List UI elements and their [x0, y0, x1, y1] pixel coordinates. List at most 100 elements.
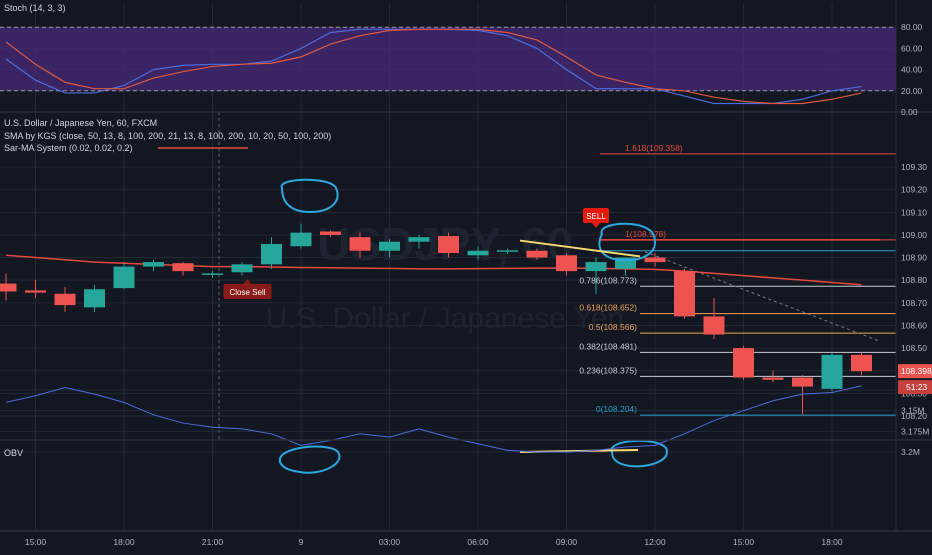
time-tick-label: 03:00 [379, 537, 401, 547]
candle-body [821, 354, 843, 389]
candle-body [674, 271, 695, 317]
fib-level-label: 0(108.204) [596, 404, 637, 414]
time-tick-label: 21:00 [202, 537, 224, 547]
obv-tick-label: 3.2M [901, 447, 920, 457]
candle-body [497, 250, 518, 252]
price-tick-label: 109.20 [901, 185, 927, 195]
price-tick-label: 108.20 [901, 411, 927, 421]
candle-body [84, 289, 105, 308]
stoch-lines [0, 26, 896, 105]
indicator-sma: SMA by KGS (close, 50, 13, 8, 100, 200, … [4, 131, 331, 141]
price-tick-label: 108.70 [901, 298, 927, 308]
candle-body [408, 237, 430, 242]
candle-body [54, 293, 76, 306]
candle-body [231, 264, 253, 273]
annotation-circle-price-high [280, 178, 339, 214]
candle-body [644, 257, 666, 263]
fib-level-label: 1(108.978) [625, 229, 666, 239]
fib-level-label: 0.382(108.481) [579, 341, 637, 351]
stoch-tick-label: 60.00 [901, 43, 923, 53]
annotation-circle-obv-high [278, 445, 341, 474]
close-sell-marker-arrow [243, 279, 252, 284]
obv-title: OBV [4, 448, 23, 458]
obv-tick-label: 3.175M [901, 426, 929, 436]
last-price-label: 108.398 51:23 [898, 364, 932, 395]
time-tick-label: 15:00 [733, 537, 755, 547]
candles [0, 223, 872, 414]
candle-body [733, 348, 754, 378]
indicator-sar: Sar-MA System (0.02, 0.02, 0.2) [4, 143, 133, 153]
candle-body [349, 237, 371, 251]
obv-line [5, 385, 862, 453]
stoch-tick-label: 40.00 [901, 65, 923, 75]
candle-body [851, 354, 872, 372]
annotations [278, 178, 668, 474]
candle-body [261, 243, 282, 265]
price-tick-label: 109.10 [901, 207, 927, 217]
candle-body [526, 250, 548, 258]
price-tick-label: 108.50 [901, 343, 927, 353]
fib-level-label: 0.236(108.375) [579, 365, 637, 375]
price-tick-label: 108.90 [901, 253, 927, 263]
candle-body [438, 236, 459, 254]
time-tick-label: 09:00 [556, 537, 578, 547]
stoch-tick-label: 0.00 [901, 107, 918, 117]
candle-body [25, 290, 46, 293]
candle-body [556, 255, 577, 272]
candle-body [143, 262, 164, 267]
price-tick-label: 108.60 [901, 320, 927, 330]
watermark-name: U.S. Dollar / Japanese Yen [266, 302, 625, 335]
close-sell-marker-label: Close Sell [229, 288, 265, 297]
obv-polyline [5, 385, 862, 453]
sell-marker-label: SELL [586, 212, 606, 221]
last-price-value: 108.398 [901, 366, 932, 376]
last-price-box [898, 364, 932, 379]
time-tick-label: 15:00 [25, 537, 47, 547]
stoch-tick-label: 80.00 [901, 22, 923, 32]
candle-body [467, 250, 489, 256]
sell-marker-arrow [592, 223, 600, 228]
candle-body [172, 263, 194, 272]
obv-tick-label: 3.15M [901, 406, 925, 416]
stoch-tick-label: 20.00 [901, 86, 923, 96]
candle-body [320, 231, 341, 235]
stoch-band [0, 27, 896, 91]
price-tick-label: 108.80 [901, 275, 927, 285]
price-tick-label: 109.30 [901, 162, 927, 172]
stoch-d-line [5, 28, 862, 105]
countdown-value: 51:23 [906, 382, 928, 392]
candle-body [202, 273, 223, 275]
candle-body [585, 262, 607, 272]
time-tick-label: 18:00 [113, 537, 135, 547]
candle-body [113, 266, 135, 289]
time-tick-label: 18:00 [821, 537, 843, 547]
panel-dividers [0, 0, 932, 532]
sell-marker-icon [583, 208, 609, 223]
price-title: U.S. Dollar / Japanese Yen, 60, FXCM [4, 118, 157, 128]
candle-body [762, 377, 784, 380]
time-tick-label: 9 [299, 537, 304, 547]
fib-level-label: 0.786(108.773) [579, 275, 637, 285]
time-axis[interactable]: 15:00 18:00 21:00 9 03:00 06:00 09:00 12:00 15:0… [25, 537, 843, 547]
fib-level-label: 0.618(108.652) [579, 303, 637, 313]
fib-level-label: 0.5(108.566) [589, 322, 637, 332]
markers[interactable]: SELL Close Sell [223, 208, 610, 299]
time-tick-label: 06:00 [467, 537, 489, 547]
annotation-circle-obv-sell [610, 439, 668, 468]
fib-level-label: 1.618(109.358) [625, 143, 683, 153]
price-tick-label: 109.00 [901, 230, 927, 240]
time-tick-label: 12:00 [644, 537, 666, 547]
candle-body [615, 257, 636, 269]
close-sell-marker-icon [223, 284, 272, 299]
candle-body [0, 283, 17, 292]
candle-body [703, 316, 725, 335]
watermark: USDJPY, 60 U.S. Dollar / Japanese Yen [266, 218, 625, 335]
countdown-box [898, 380, 932, 395]
stoch-title: Stoch (14, 3, 3) [4, 3, 66, 13]
candle-body [290, 232, 312, 247]
annotation-line-price [519, 239, 641, 258]
candle-body [792, 377, 813, 387]
candle-body [379, 241, 400, 251]
